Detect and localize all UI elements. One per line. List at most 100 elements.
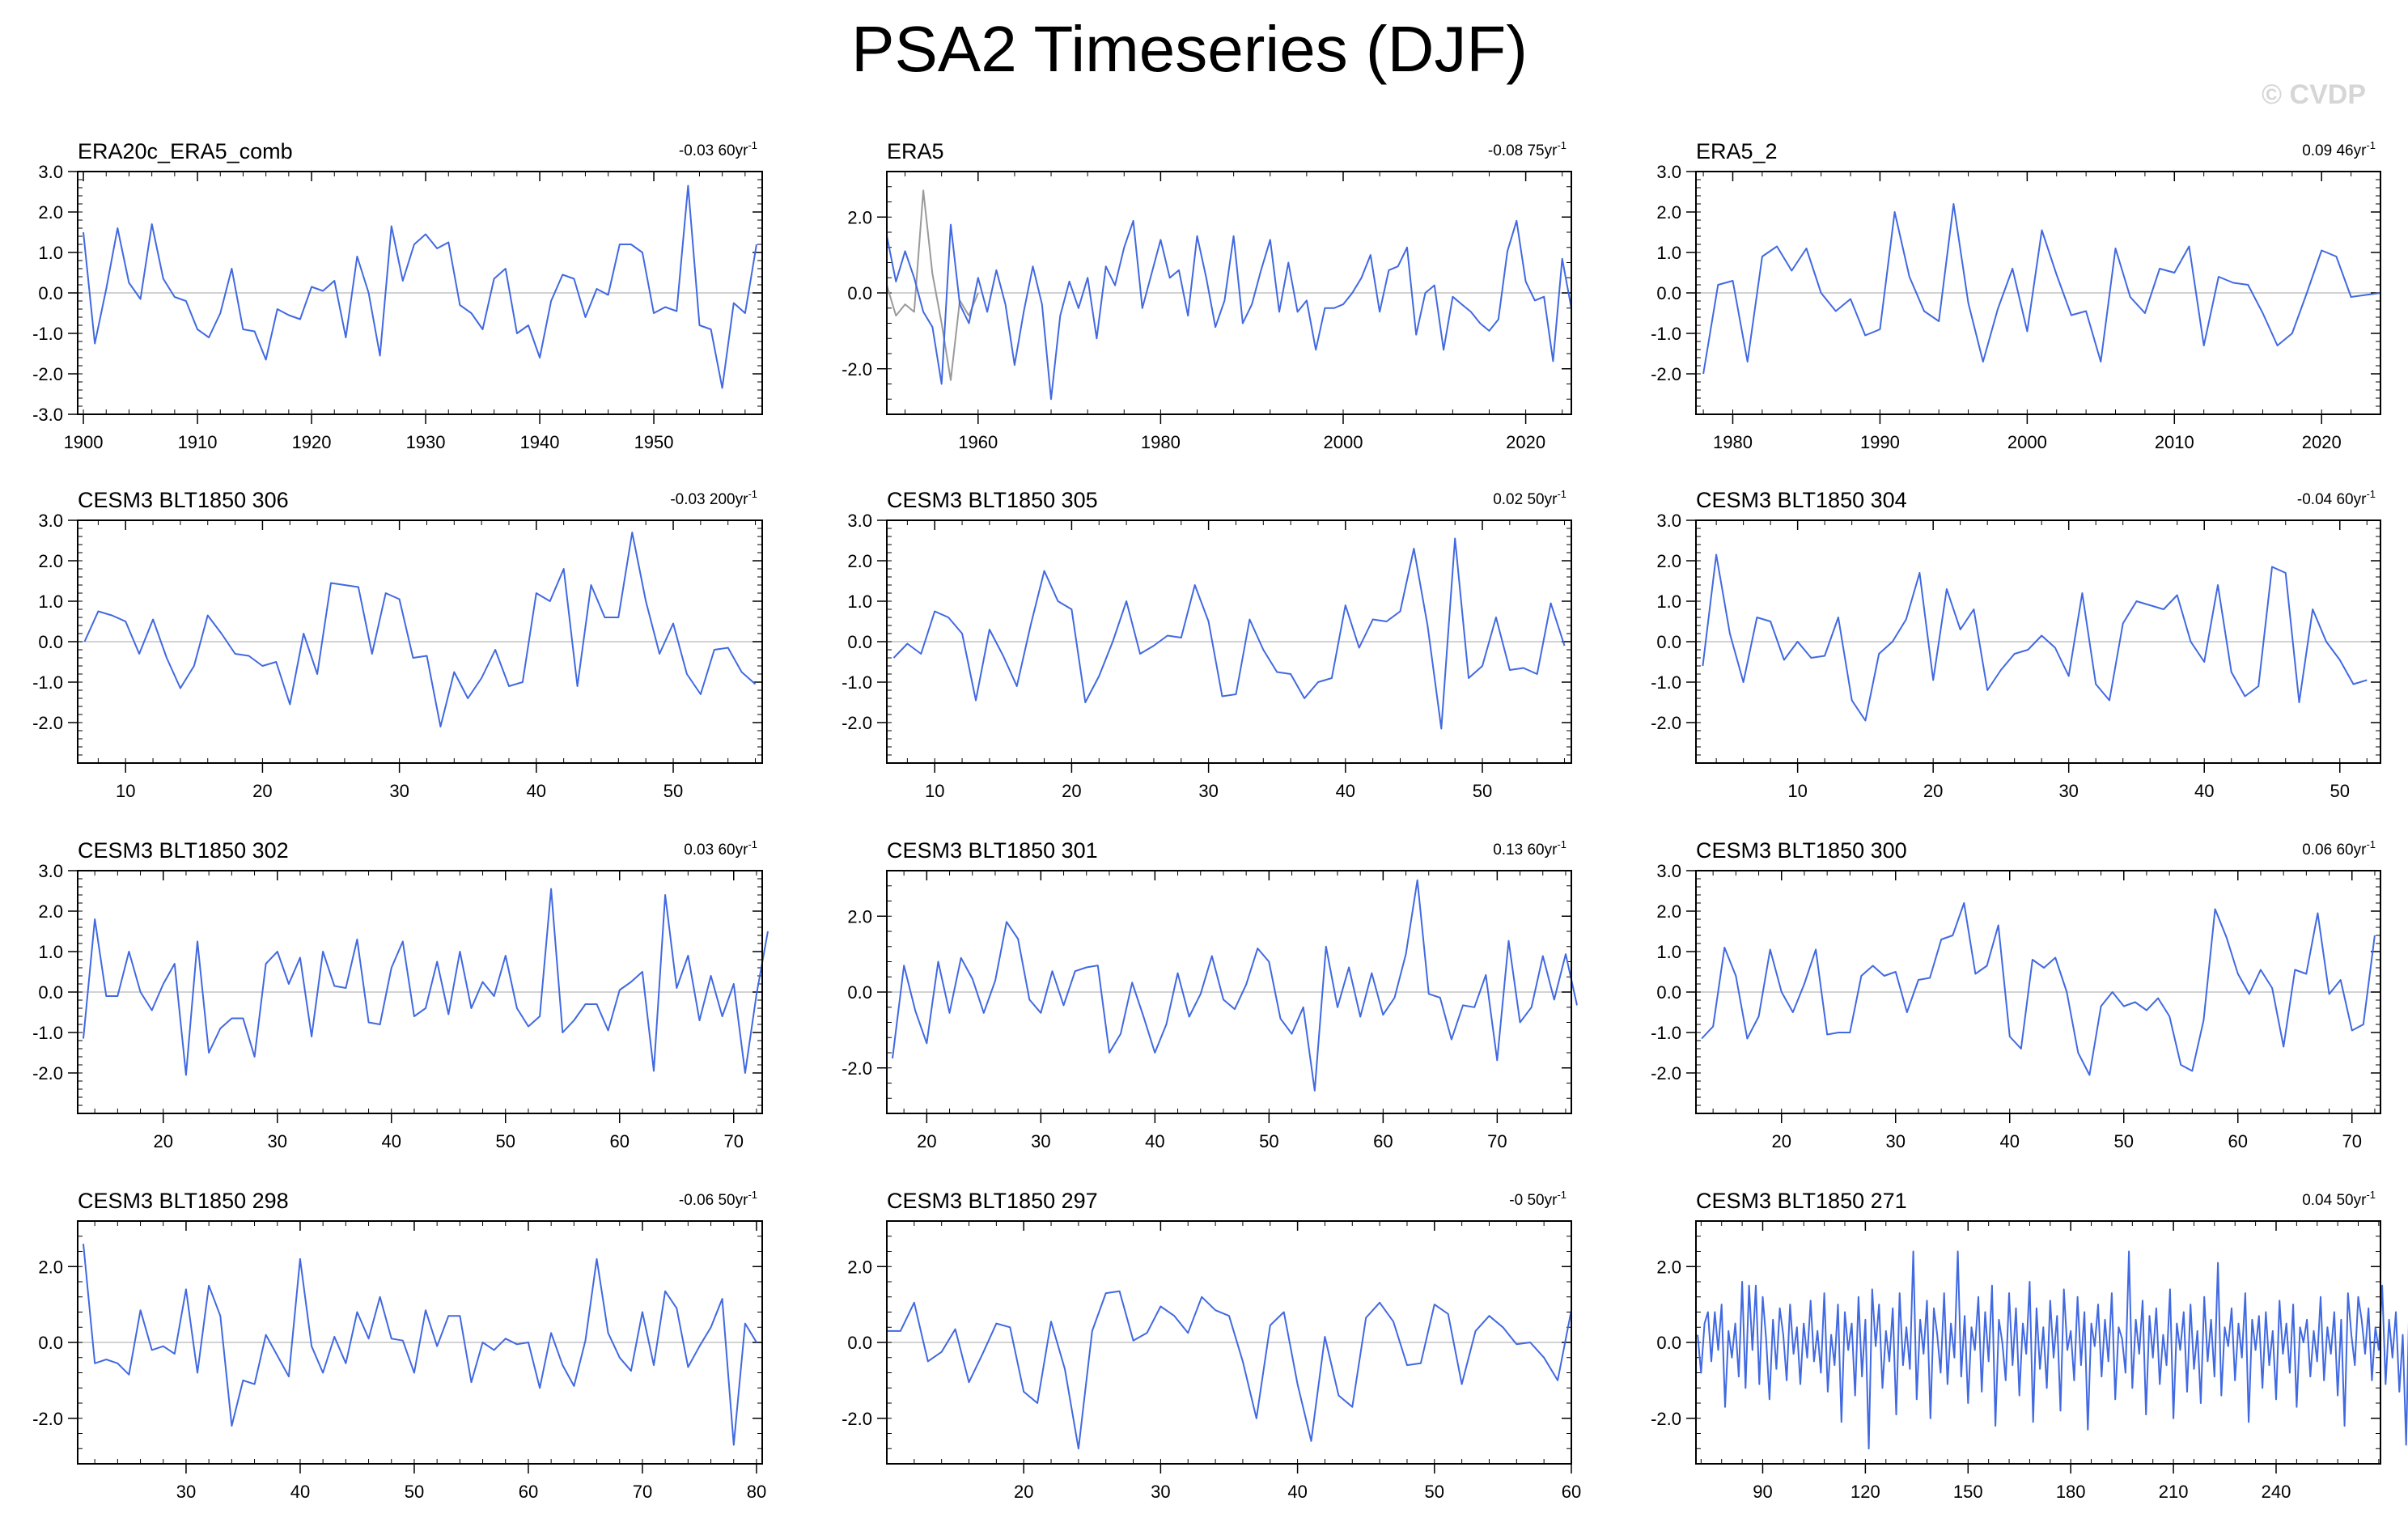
x-tick-label: 1980 xyxy=(1713,432,1753,452)
y-tick-label: -1.0 xyxy=(32,324,63,344)
panel-trend: -0.06 50yr-1 xyxy=(679,1189,757,1209)
panel-title: CESM3 BLT1850 302 xyxy=(78,838,289,863)
plot-frame xyxy=(886,1220,1572,1465)
panel-3: CESM3 BLT1850 306 -0.03 200yr-1 -2.0 -1.0 0.… xyxy=(32,488,763,801)
y-tick-label: 0.0 xyxy=(847,283,872,303)
x-tick-label: 2000 xyxy=(1324,432,1363,452)
y-tick-label: 3.0 xyxy=(847,511,872,531)
x-tick-label: 20 xyxy=(1014,1482,1033,1502)
y-tick-label: -1.0 xyxy=(1651,672,1681,693)
y-tick-label: -2.0 xyxy=(842,1058,872,1079)
x-tick-label: 120 xyxy=(1851,1482,1880,1502)
panel-trend: 0.06 60yr-1 xyxy=(2302,838,2376,859)
y-tick-label: -1.0 xyxy=(1651,1023,1681,1043)
y-tick-label: 2.0 xyxy=(1656,202,1681,223)
series-line-cesm3-blt1850-302 xyxy=(83,888,769,1076)
y-tick-label: 2.0 xyxy=(38,1257,63,1277)
plot-frame xyxy=(1695,171,2381,415)
y-tick-label: -2.0 xyxy=(32,364,63,384)
x-tick-label: 1980 xyxy=(1141,432,1181,452)
plot-frame xyxy=(886,870,1572,1114)
panel-trend: -0.03 60yr-1 xyxy=(679,139,757,159)
panel-6: CESM3 BLT1850 302 0.03 60yr-1 -2.0 -1.0 0.0 1… xyxy=(32,838,769,1151)
y-tick-label: 0.0 xyxy=(1656,283,1681,303)
x-tick-label: 90 xyxy=(1753,1482,1772,1502)
y-tick-label: -1.0 xyxy=(842,672,872,693)
y-tick-label: 0.0 xyxy=(847,1333,872,1353)
x-tick-label: 30 xyxy=(1198,781,1218,801)
x-tick-label: 1900 xyxy=(64,432,104,452)
panel-1: ERA5 -0.08 75yr-1 -2.0 0.0 2.0 1960 1980 2000 20… xyxy=(842,139,1572,452)
x-tick-label: 150 xyxy=(1953,1482,1983,1502)
y-tick-label: 0.0 xyxy=(38,283,63,303)
x-tick-label: 10 xyxy=(116,781,135,801)
x-tick-label: 2010 xyxy=(2155,432,2194,452)
x-tick-label: 40 xyxy=(1287,1482,1307,1502)
x-tick-label: 1910 xyxy=(178,432,218,452)
plot-frame xyxy=(1695,870,2381,1114)
y-tick-label: 3.0 xyxy=(38,861,63,881)
x-tick-label: 60 xyxy=(1373,1131,1393,1151)
x-tick-label: 80 xyxy=(747,1482,766,1502)
panel-4: CESM3 BLT1850 305 0.02 50yr-1 -2.0 -1.0 0.0 1… xyxy=(842,488,1572,801)
y-tick-label: 0.0 xyxy=(1656,982,1681,1003)
panel-trend: 0.09 46yr-1 xyxy=(2302,139,2376,159)
plot-frame xyxy=(886,519,1572,764)
y-tick-label: -2.0 xyxy=(32,713,63,733)
x-tick-label: 20 xyxy=(1062,781,1081,801)
y-tick-label: 3.0 xyxy=(38,162,63,182)
y-tick-label: 0.0 xyxy=(847,632,872,652)
y-tick-label: 1.0 xyxy=(1656,243,1681,263)
x-tick-label: 2020 xyxy=(2302,432,2342,452)
panel-title: CESM3 BLT1850 298 xyxy=(78,1189,289,1213)
panel-2: ERA5_2 0.09 46yr-1 -2.0 -1.0 0.0 1.0 2.0 3.0 198… xyxy=(1651,139,2381,452)
y-tick-label: -2.0 xyxy=(1651,1063,1681,1083)
x-tick-label: 50 xyxy=(1473,781,1492,801)
y-tick-label: 0.0 xyxy=(38,632,63,652)
y-tick-label: 2.0 xyxy=(1656,901,1681,922)
x-tick-label: 60 xyxy=(610,1131,630,1151)
x-tick-label: 60 xyxy=(1562,1482,1581,1502)
y-tick-label: 1.0 xyxy=(38,243,63,263)
y-tick-label: -2.0 xyxy=(1651,1409,1681,1429)
x-tick-label: 10 xyxy=(1787,781,1807,801)
panel-title: CESM3 BLT1850 300 xyxy=(1696,838,1907,863)
y-tick-label: 3.0 xyxy=(38,511,63,531)
x-tick-label: 70 xyxy=(2342,1131,2362,1151)
y-tick-label: 2.0 xyxy=(38,901,63,922)
x-tick-label: 20 xyxy=(917,1131,936,1151)
panel-10: CESM3 BLT1850 297 -0 50yr-1 -2.0 0.0 2.0 20 30… xyxy=(842,1189,1581,1502)
cvdp-watermark: © CVDP xyxy=(2262,79,2366,110)
x-tick-label: 30 xyxy=(389,781,409,801)
y-tick-label: 1.0 xyxy=(847,592,872,612)
series-line-cesm3-blt1850-304 xyxy=(1702,553,2368,722)
x-tick-label: 70 xyxy=(633,1482,652,1502)
y-tick-label: 0.0 xyxy=(38,1333,63,1353)
y-tick-label: 2.0 xyxy=(847,906,872,927)
y-tick-label: 0.0 xyxy=(1656,1333,1681,1353)
x-tick-label: 60 xyxy=(519,1482,538,1502)
x-tick-label: 50 xyxy=(1425,1482,1444,1502)
panel-0: ERA20c_ERA5_comb -0.03 60yr-1 -3.0 -2.0 -1.0… xyxy=(32,139,763,452)
panel-title: CESM3 BLT1850 271 xyxy=(1696,1189,1907,1213)
panel-trend: -0.03 200yr-1 xyxy=(670,488,757,508)
panel-trend: -0.04 60yr-1 xyxy=(2297,488,2376,508)
x-tick-label: 50 xyxy=(663,781,683,801)
panel-title: CESM3 BLT1850 301 xyxy=(887,838,1098,863)
series-line-era5 xyxy=(886,219,1572,401)
plot-frame xyxy=(77,1220,763,1465)
y-tick-label: -1.0 xyxy=(32,1023,63,1043)
x-tick-label: 40 xyxy=(290,1482,310,1502)
plot-frame xyxy=(1695,519,2381,764)
y-tick-label: 1.0 xyxy=(1656,592,1681,612)
x-tick-label: 1990 xyxy=(1860,432,1900,452)
panel-trend: -0 50yr-1 xyxy=(1509,1189,1566,1209)
y-tick-label: 1.0 xyxy=(38,592,63,612)
x-tick-label: 1940 xyxy=(520,432,560,452)
panel-5: CESM3 BLT1850 304 -0.04 60yr-1 -2.0 -1.0 0.0… xyxy=(1651,488,2381,801)
y-tick-label: 2.0 xyxy=(847,207,872,227)
plot-frame xyxy=(886,171,1572,415)
y-tick-label: 2.0 xyxy=(847,551,872,571)
x-tick-label: 10 xyxy=(925,781,944,801)
